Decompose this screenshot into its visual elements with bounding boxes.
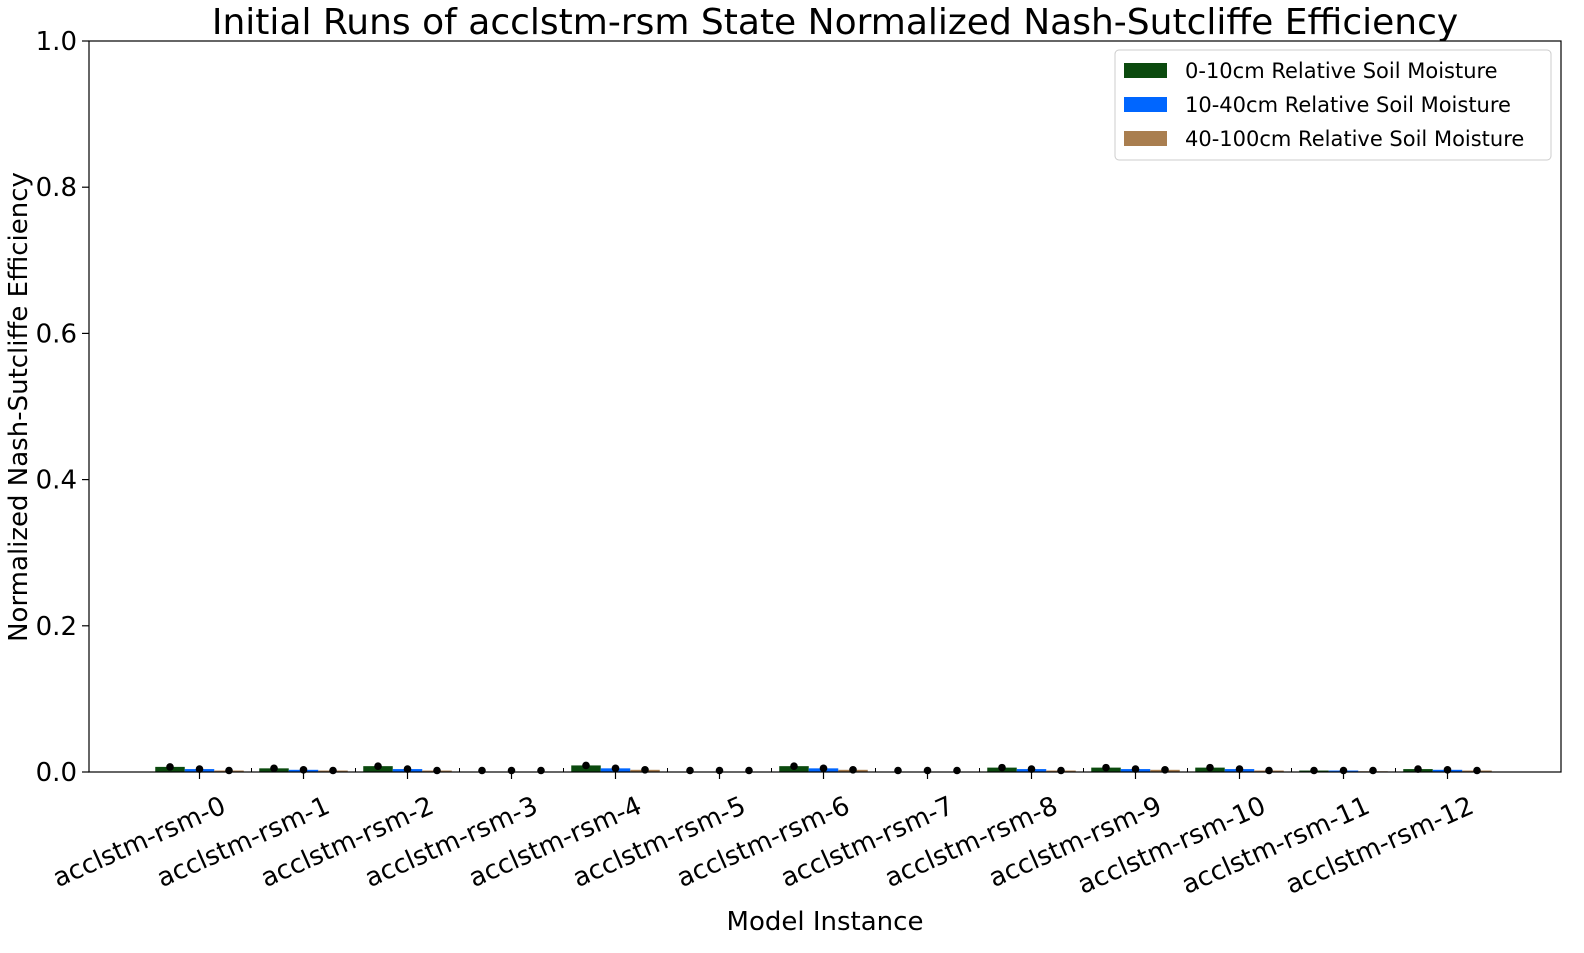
x-tick-label: acclstm-rsm-0 bbox=[49, 791, 231, 894]
point-acclstm-rsm-10-s0 bbox=[1206, 763, 1214, 772]
x-tick-label: acclstm-rsm-4 bbox=[465, 791, 647, 894]
point-acclstm-rsm-6-s0 bbox=[790, 762, 798, 770]
y-tick-label: 0.8 bbox=[36, 173, 77, 203]
point-acclstm-rsm-11-s0 bbox=[1310, 766, 1318, 775]
x-tick-label: acclstm-rsm-6 bbox=[673, 791, 855, 894]
plot-frame bbox=[88, 40, 1562, 773]
point-acclstm-rsm-5-s2 bbox=[745, 766, 753, 775]
point-acclstm-rsm-12-s2 bbox=[1473, 766, 1481, 775]
point-acclstm-rsm-6-s1 bbox=[819, 764, 828, 773]
y-tick-label: 0.2 bbox=[36, 612, 77, 642]
y-tick-label: 1.0 bbox=[36, 27, 77, 57]
point-acclstm-rsm-8-s0 bbox=[998, 763, 1006, 772]
legend-label-2: 40-100cm Relative Soil Moisture bbox=[1185, 127, 1524, 151]
point-acclstm-rsm-11-s2 bbox=[1369, 766, 1377, 775]
point-acclstm-rsm-12-s0 bbox=[1414, 765, 1422, 773]
legend: 0-10cm Relative Soil Moisture 10-40cm Rel… bbox=[1114, 49, 1552, 161]
point-acclstm-rsm-2-s2 bbox=[433, 766, 441, 775]
x-tick-label: acclstm-rsm-8 bbox=[881, 791, 1063, 894]
point-acclstm-rsm-2-s0 bbox=[374, 762, 382, 770]
legend-swatch-2 bbox=[1124, 131, 1167, 146]
plot-area bbox=[88, 40, 1562, 775]
point-acclstm-rsm-1-s2 bbox=[329, 766, 337, 775]
y-axis: 0.0 0.2 0.4 0.6 0.8 1.0 bbox=[36, 27, 89, 788]
legend-swatch-1 bbox=[1124, 97, 1167, 112]
y-tick-label: 0.6 bbox=[36, 319, 77, 349]
point-acclstm-rsm-4-s0 bbox=[582, 761, 590, 770]
legend-swatch-0 bbox=[1124, 63, 1167, 78]
y-axis-label: Normalized Nash-Sutcliffe Efficiency bbox=[4, 172, 34, 642]
point-acclstm-rsm-10-s2 bbox=[1265, 766, 1273, 775]
point-acclstm-rsm-0-s2 bbox=[225, 766, 233, 775]
legend-box bbox=[1114, 49, 1552, 161]
x-tick-label: acclstm-rsm-1 bbox=[153, 791, 335, 894]
legend-label-0: 0-10cm Relative Soil Moisture bbox=[1185, 59, 1498, 83]
x-axis: acclstm-rsm-0acclstm-rsm-1acclstm-rsm-2a… bbox=[49, 768, 1478, 901]
x-tick-label: acclstm-rsm-2 bbox=[257, 791, 439, 894]
point-acclstm-rsm-8-s2 bbox=[1057, 766, 1065, 775]
y-tick-label: 0.0 bbox=[36, 758, 77, 788]
point-acclstm-rsm-10-s1 bbox=[1235, 765, 1244, 773]
x-axis-label: Model Instance bbox=[727, 907, 924, 937]
point-acclstm-rsm-4-s1 bbox=[611, 764, 620, 773]
point-acclstm-rsm-8-s1 bbox=[1027, 765, 1036, 773]
point-acclstm-rsm-0-s1 bbox=[195, 765, 204, 773]
point-acclstm-rsm-9-s0 bbox=[1102, 763, 1110, 772]
y-tick-label: 0.4 bbox=[36, 466, 77, 496]
x-tick-label: acclstm-rsm-7 bbox=[777, 791, 959, 894]
x-tick-label: acclstm-rsm-3 bbox=[361, 791, 543, 894]
point-acclstm-rsm-7-s2 bbox=[953, 766, 961, 775]
point-acclstm-rsm-1-s0 bbox=[270, 764, 278, 773]
point-acclstm-rsm-7-s0 bbox=[894, 766, 902, 775]
point-acclstm-rsm-9-s1 bbox=[1131, 765, 1140, 773]
point-acclstm-rsm-3-s2 bbox=[537, 766, 545, 775]
point-acclstm-rsm-0-s0 bbox=[166, 763, 174, 771]
point-acclstm-rsm-2-s1 bbox=[403, 765, 412, 773]
point-acclstm-rsm-5-s0 bbox=[686, 766, 694, 775]
chart-title: Initial Runs of acclstm-rsm State Normal… bbox=[212, 2, 1458, 43]
legend-label-1: 10-40cm Relative Soil Moisture bbox=[1185, 93, 1511, 117]
x-tick-label: acclstm-rsm-5 bbox=[569, 791, 751, 894]
point-acclstm-rsm-3-s0 bbox=[478, 766, 486, 775]
